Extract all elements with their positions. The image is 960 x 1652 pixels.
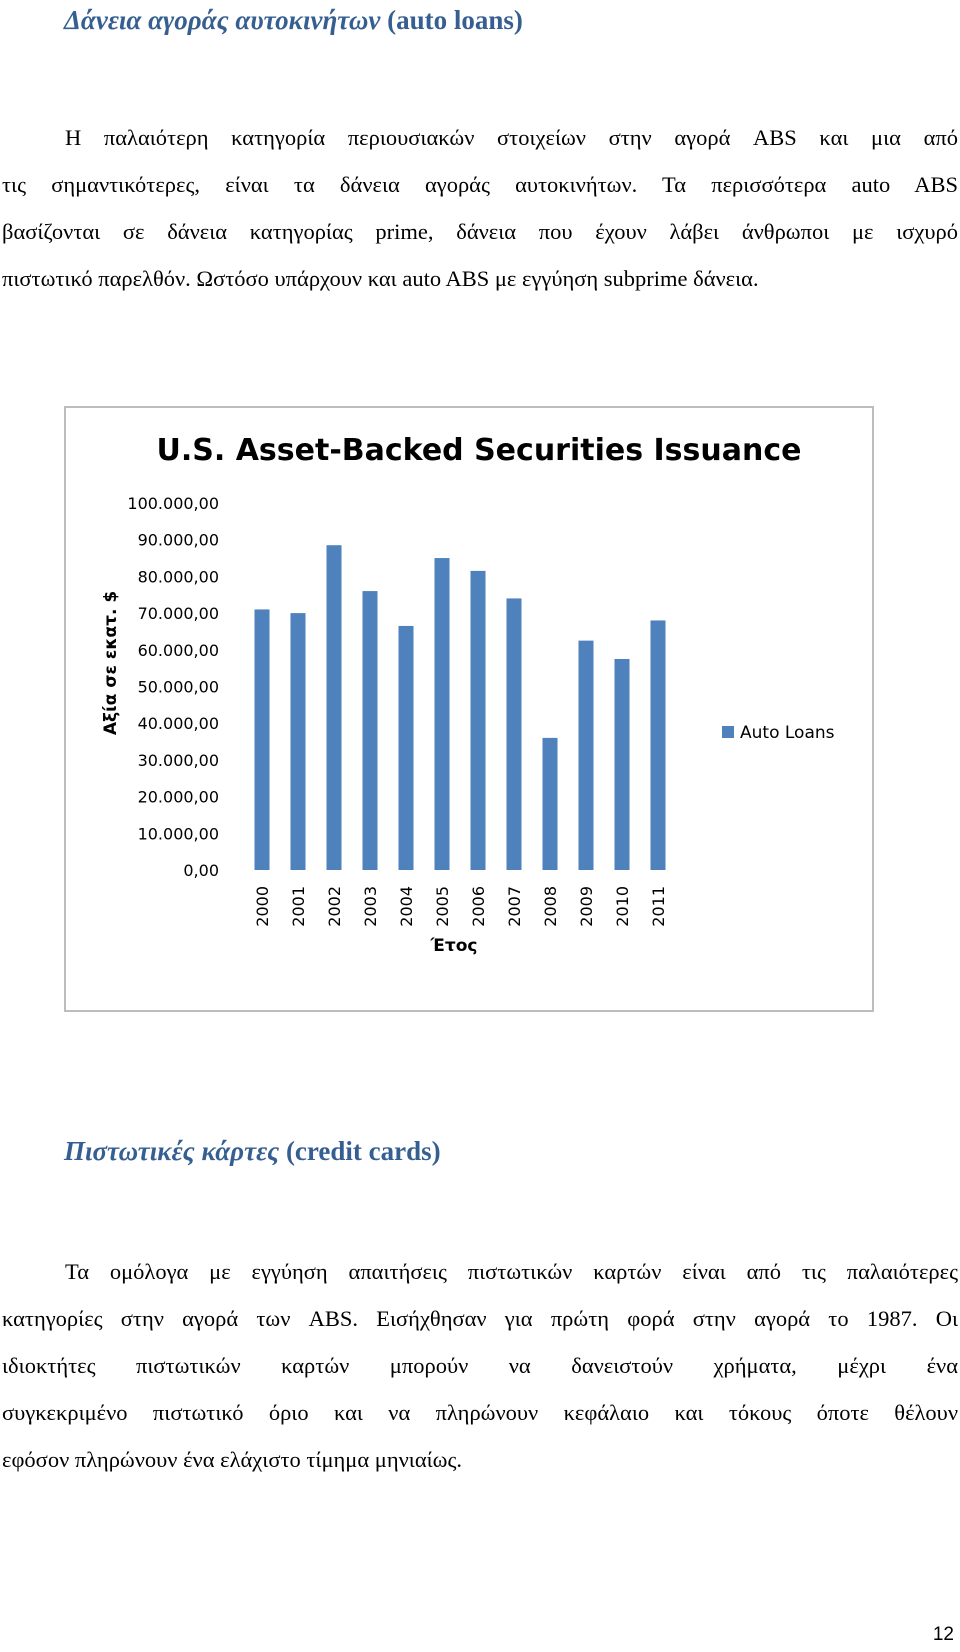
bar-2007 [506,598,522,870]
paragraph-line: κατηγορίες στην αγορά των ABS. Εισήχθησα… [2,1306,958,1331]
page-number: 12 [932,1624,954,1645]
paragraph-auto-loans: Η παλαιότερη κατηγορία περιουσιακών στοι… [2,114,958,302]
x-tick-label: 2001 [289,886,308,927]
abs-issuance-chart: U.S. Asset-Backed Securities Issuance 0,… [64,406,874,1012]
y-axis: 0,00 10.000,00 20.000,00 30.000,00 40.000,00… [127,494,219,880]
bar-2011 [650,620,666,870]
paragraph-line: πιστωτικό παρελθόν. Ωστόσο υπάρχουν και … [2,266,759,291]
x-tick-label: 2004 [397,886,416,927]
y-tick-label: 40.000,00 [138,714,219,733]
heading-latin-text: (credit cards) [285,1136,441,1166]
bar-2001 [290,613,306,870]
heading-greek-text: Δάνεια αγοράς αυτοκινήτων [64,5,381,35]
y-tick-label: 0,00 [183,861,219,880]
paragraph-line: συγκεκριμένο πιστωτικό όριο και να πληρώ… [2,1400,958,1425]
x-tick-label: 2010 [613,886,632,927]
bar-2000 [254,609,270,870]
x-tick-label: 2009 [577,886,596,927]
section-heading-credit-cards: Πιστωτικές κάρτες (credit cards) [64,1134,441,1168]
y-tick-label: 100.000,00 [127,494,219,513]
x-tick-label: 2007 [505,886,524,927]
chart-title: U.S. Asset-Backed Securities Issuance [157,433,802,468]
section-heading-auto-loans: Δάνεια αγοράς αυτοκινήτων (auto loans) [64,3,523,37]
x-axis: 2000 2001 2002 2003 2004 2005 2006 2007 2008 2009… [253,886,668,927]
bar-2004 [398,625,414,870]
bars [254,545,666,870]
bar-2006 [470,570,486,870]
bar-2005 [434,558,450,870]
y-tick-label: 80.000,00 [138,567,219,586]
paragraph-line: εφόσον πληρώνουν ένα ελάχιστο τίμημα μην… [2,1447,463,1472]
x-tick-label: 2002 [325,886,344,927]
bar-2009 [578,640,594,870]
y-tick-label: 50.000,00 [138,678,219,697]
x-tick-label: 2011 [649,886,668,927]
y-tick-label: 10.000,00 [138,824,219,843]
chart-canvas: U.S. Asset-Backed Securities Issuance 0,… [101,433,835,956]
x-tick-label: 2003 [361,886,380,927]
y-tick-label: 70.000,00 [138,604,219,623]
paragraph-line: Η παλαιότερη κατηγορία περιουσιακών στοι… [65,125,958,150]
y-tick-label: 60.000,00 [138,641,219,660]
x-tick-label: 2008 [541,886,560,927]
y-tick-label: 90.000,00 [138,531,219,550]
heading-greek-text: Πιστωτικές κάρτες [64,1136,280,1166]
x-axis-label: Έτος [430,936,478,956]
heading-latin-text: (auto loans) [387,5,523,35]
bar-2010 [614,658,630,870]
y-axis-label: Αξία σε εκατ. $ [101,591,121,735]
y-tick-label: 30.000,00 [138,751,219,770]
legend-label-auto-loans: Auto Loans [740,723,835,743]
paragraph-credit-cards: Τα ομόλογα με εγγύηση απαιτήσεις πιστωτι… [2,1248,958,1483]
legend-swatch [722,726,734,738]
paragraph-line: βασίζονται σε δάνεια κατηγορίας prime, δ… [2,219,958,244]
paragraph-line: Τα ομόλογα με εγγύηση απαιτήσεις πιστωτι… [65,1259,958,1284]
x-tick-label: 2005 [433,886,452,927]
paragraph-line: ιδιοκτήτες πιστωτικών καρτών μπορούν να … [2,1353,958,1378]
bar-2003 [362,591,378,870]
x-tick-label: 2000 [253,886,272,927]
paragraph-line: τις σημαντικότερες, είναι τα δάνεια αγορ… [2,172,958,197]
bar-2002 [326,545,342,870]
x-tick-label: 2006 [469,886,488,927]
y-tick-label: 20.000,00 [138,788,219,807]
bar-2008 [542,737,558,870]
